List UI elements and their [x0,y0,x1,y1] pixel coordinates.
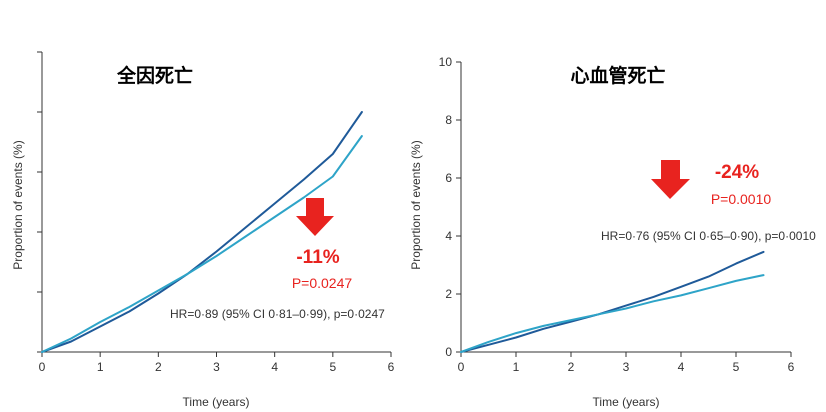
y-tick-label: 6 [445,171,452,185]
chart-title: 心血管死亡 [570,64,665,87]
down-arrow-icon [651,160,690,199]
chart-all-cause-mortality: 全因死亡 Proportion of events (%) Time (year… [11,51,395,409]
x-tick-label: 6 [788,360,795,374]
percent-change-label: -24% [715,162,759,183]
plot-area [41,111,363,353]
x-axis-label: Time (years) [183,395,250,409]
axes: 0 1 2 3 4 5 6 [37,51,395,374]
y-tick-label: 8 [445,113,452,127]
x-tick-label: 3 [623,360,630,374]
chart-cardiovascular-mortality: 心血管死亡 Proportion of events (%) Time (yea… [409,55,816,409]
series-line-1 [41,111,363,353]
x-tick-label: 4 [678,360,685,374]
series-line-1 [460,250,765,353]
x-tick-label: 3 [213,360,220,374]
x-tick-label: 0 [458,360,465,374]
y-axis-label: Proportion of events (%) [409,140,423,269]
down-arrow-icon [296,198,334,236]
x-tick-label: 1 [97,360,104,374]
p-value-label: P=0.0247 [292,275,353,291]
y-tick-label: 10 [439,55,453,69]
hazard-ratio-label: HR=0·89 (95% CI 0·81–0·99), p=0·0247 [170,307,385,321]
plot-area [460,250,765,353]
y-tick-label: 0 [445,345,452,359]
axes: 0 1 2 3 4 5 6 0 2 4 6 8 10 [439,55,795,374]
x-tick-label: 1 [513,360,520,374]
x-tick-label: 2 [155,360,162,374]
p-value-label: P=0.0010 [711,191,772,207]
chart-title: 全因死亡 [116,64,193,87]
x-tick-label: 0 [39,360,46,374]
x-tick-label: 5 [733,360,740,374]
series-line-2 [41,135,363,353]
y-tick-label: 4 [445,229,452,243]
x-axis-label: Time (years) [593,395,660,409]
y-axis-label: Proportion of events (%) [11,140,25,269]
x-tick-label: 6 [388,360,395,374]
x-tick-label: 2 [568,360,575,374]
y-tick-label: 2 [445,287,452,301]
x-tick-label: 4 [271,360,278,374]
series-line-2 [460,274,765,353]
x-tick-label: 5 [329,360,336,374]
percent-change-label: -11% [296,247,339,268]
hazard-ratio-label: HR=0·76 (95% CI 0·65–0·90), p=0·0010 [601,229,816,243]
